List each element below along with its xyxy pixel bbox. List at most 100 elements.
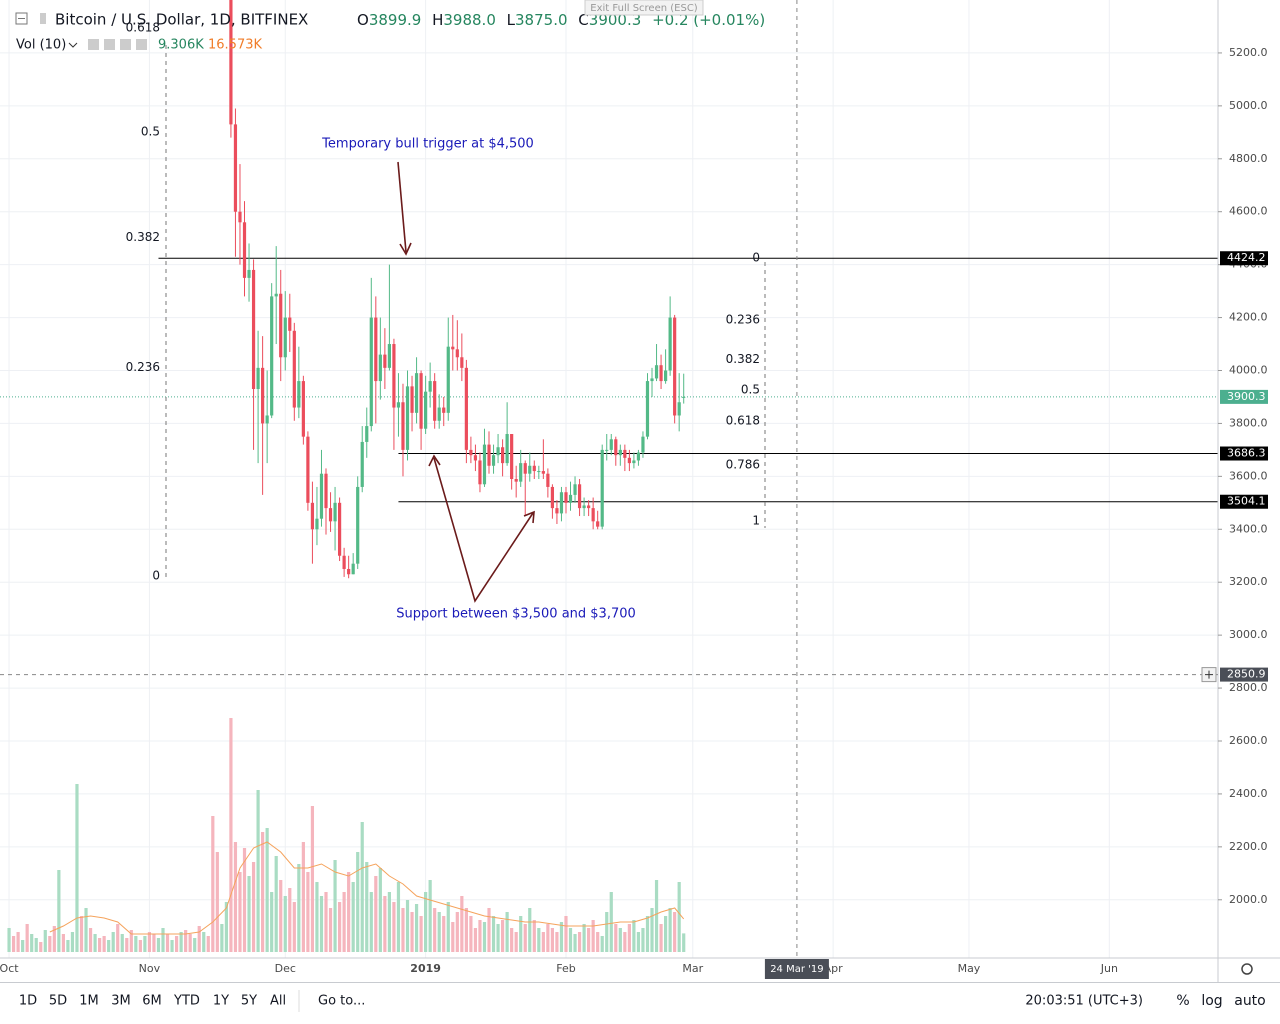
exit-fullscreen[interactable] (584, 0, 704, 16)
range-button[interactable]: All (270, 994, 286, 1009)
arrow (433, 457, 534, 603)
volume-bar (682, 933, 686, 952)
volume-bar (251, 862, 256, 952)
volume-bar (550, 928, 555, 952)
candle-body (614, 439, 618, 456)
ohlc-key: O (357, 11, 369, 29)
scale-option[interactable]: % (1176, 993, 1189, 1009)
volume-bar (442, 916, 446, 952)
candle-body (605, 449, 609, 451)
fib-level-label: 0.5 (141, 124, 160, 138)
goto[interactable]: Go to... (318, 994, 365, 1009)
indicator-icon[interactable] (136, 39, 147, 50)
range-button[interactable]: 1M (79, 994, 99, 1009)
volume-bar (333, 860, 337, 952)
volume-bar (283, 896, 287, 952)
candle-body (261, 367, 265, 424)
annotation: Support between $3,500 and $3,700 (396, 607, 636, 622)
volume-bar (70, 932, 75, 952)
crosshair-y-box (1220, 667, 1268, 682)
volume-bar (238, 872, 242, 952)
candle-body (238, 211, 242, 223)
volume-bar (650, 908, 654, 952)
fib-level-label: 0.618 (126, 21, 160, 35)
volume-bar (510, 928, 514, 952)
y-tick-label: 2600.0 (1229, 734, 1268, 747)
scale-option[interactable]: log (1201, 993, 1222, 1009)
candle-body (442, 407, 446, 413)
volume-bar (369, 892, 373, 952)
volume-bar (202, 932, 206, 952)
candle-body (528, 465, 532, 474)
candle-body (256, 367, 260, 390)
range-button[interactable]: 3M (111, 994, 131, 1009)
indicator-icon[interactable] (120, 39, 131, 50)
candle-body (251, 269, 256, 390)
volume-bar (469, 916, 473, 952)
volume-bar (564, 916, 568, 952)
volume-bar (482, 922, 487, 952)
volume-bar (147, 932, 152, 952)
candle-body (437, 407, 441, 421)
volume-bar (79, 916, 84, 952)
settings-icon[interactable] (1241, 963, 1253, 975)
indicator-icon[interactable] (104, 39, 115, 50)
candle-body (582, 505, 586, 509)
volume-bar (66, 940, 70, 952)
volume-bar (301, 842, 305, 952)
volume-bar (451, 922, 455, 952)
y-tick-label: 3400.0 (1229, 522, 1268, 535)
volume-bar (184, 930, 188, 952)
volume-bar (102, 936, 106, 952)
candle-body (478, 460, 482, 485)
x-tick-label: May (958, 962, 981, 975)
annotation: Temporary bull trigger at $4,500 (321, 137, 534, 152)
range-button[interactable]: 5Y (241, 994, 257, 1009)
scale-option[interactable]: auto (1234, 993, 1266, 1009)
candle-body (387, 344, 391, 368)
candle-body (310, 502, 315, 530)
candle-body (469, 449, 473, 456)
price-label: 3900.3 (1227, 390, 1266, 403)
candle-body (351, 563, 355, 575)
price-label-box (1220, 494, 1268, 509)
candle-body (369, 317, 373, 427)
volume-bar (632, 920, 636, 952)
volume-bar (174, 936, 179, 952)
volume-bar (188, 934, 192, 952)
range-button[interactable]: 6M (142, 994, 162, 1009)
candle-body (383, 354, 387, 368)
candle-body (297, 381, 301, 408)
volume-bar (587, 928, 591, 952)
volume-bar (288, 888, 292, 952)
y-tick-label: 2000.0 (1229, 893, 1268, 906)
candle-body (460, 357, 464, 368)
volume-bar (61, 934, 65, 952)
indicator-name[interactable]: Vol (10) (16, 38, 66, 53)
candle-body (283, 317, 287, 358)
volume-bar (378, 868, 382, 952)
volume-bar (256, 790, 260, 952)
volume-bar (292, 902, 296, 952)
candle-body (650, 378, 654, 382)
collapse-icon[interactable] (15, 12, 28, 25)
candle-body (306, 436, 310, 503)
crosshair-x-label: 24 Mar '19 (770, 964, 823, 975)
volume-bar (129, 930, 133, 952)
range-button[interactable]: 1D (19, 994, 37, 1009)
candle-body (301, 381, 305, 437)
candle-body (247, 269, 251, 278)
candle-body (242, 222, 247, 278)
fib-level-label: 0.5 (741, 383, 760, 397)
volume-ma-line (49, 841, 685, 935)
fib-level-label: 0.382 (726, 352, 760, 366)
range-button[interactable]: 5D (49, 994, 67, 1009)
range-button[interactable]: YTD (173, 994, 200, 1009)
indicator-icon[interactable] (88, 39, 99, 50)
volume-bar (161, 928, 165, 952)
volume-bar (424, 892, 428, 952)
price-label-box (1220, 446, 1268, 461)
range-button[interactable]: 1Y (213, 994, 229, 1009)
candle-body (519, 463, 523, 482)
